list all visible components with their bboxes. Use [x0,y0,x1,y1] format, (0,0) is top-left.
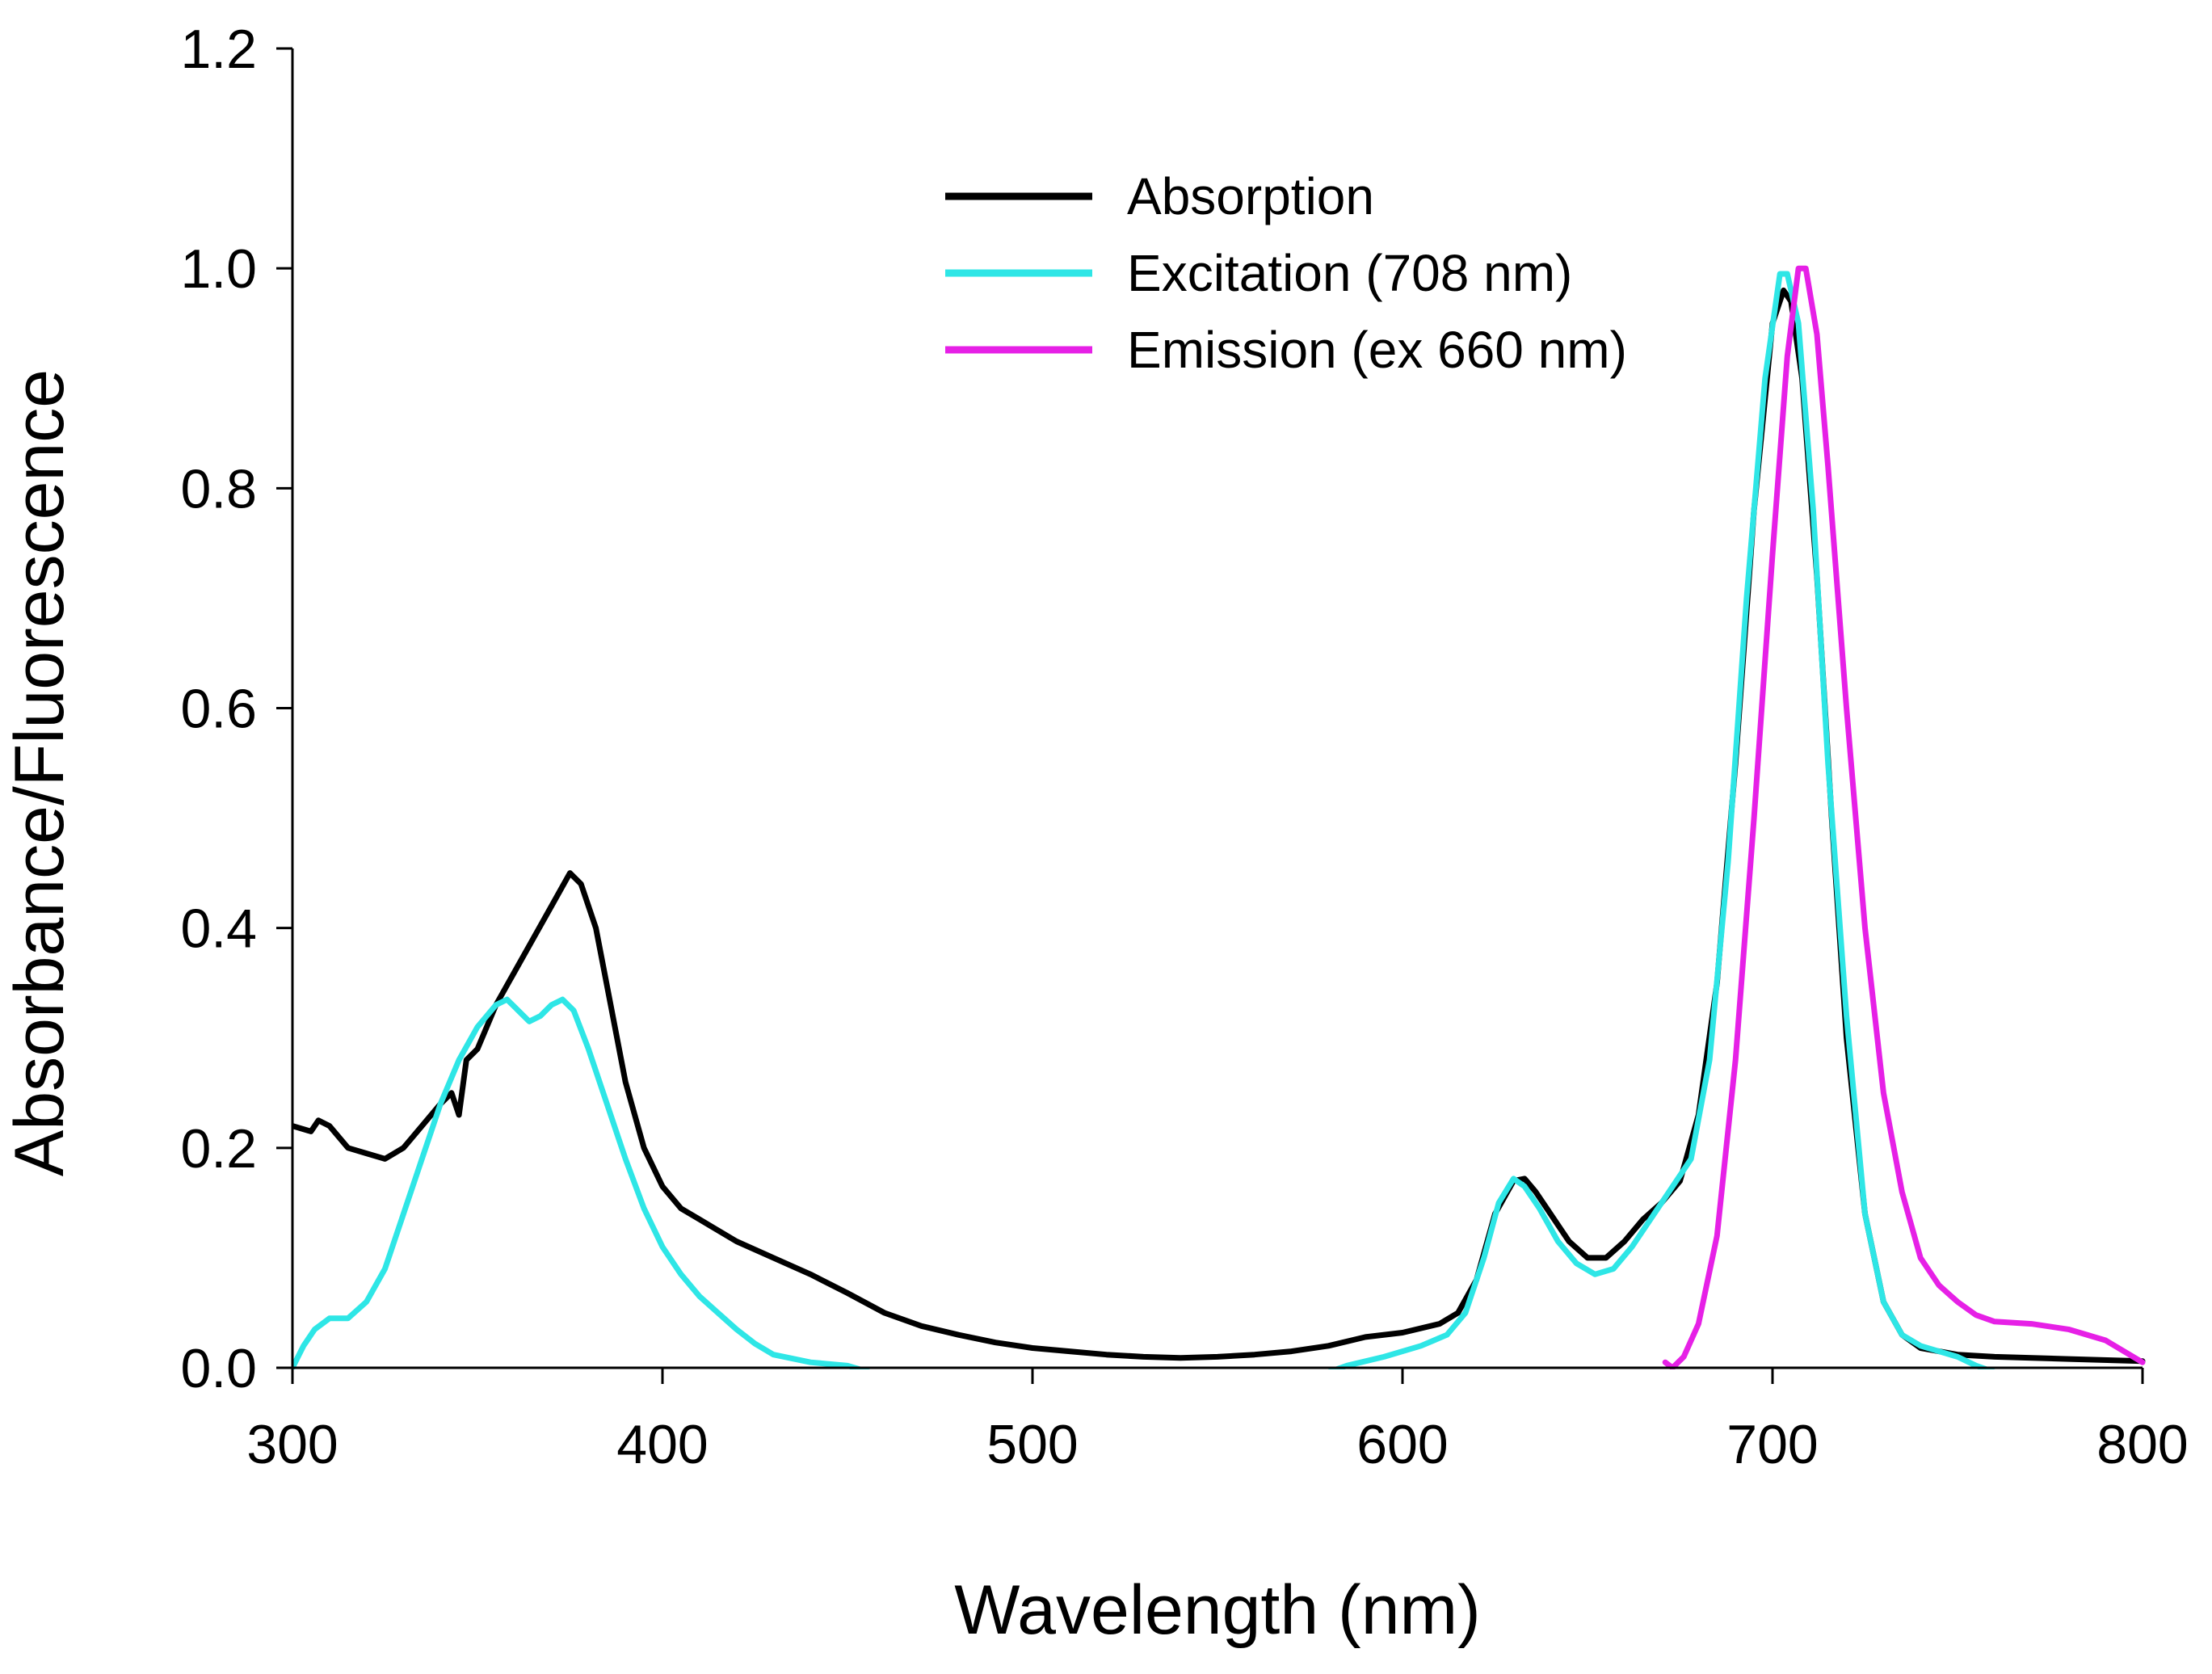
y-tick-label: 1.0 [180,238,257,300]
series-line-absorption [292,287,2146,1365]
legend-label-excitation: Excitation (708 nm) [1127,244,1572,302]
x-tick-label: 400 [616,1414,708,1475]
x-tick-label: 800 [2096,1414,2188,1475]
y-tick-label: 0.6 [180,679,257,740]
x-tick-label: 300 [246,1414,338,1475]
y-tick-label: 1.2 [180,19,257,80]
series-layer [292,265,2146,1369]
x-axis-title: Wavelength (nm) [954,1571,1481,1649]
legend-label-absorption: Absorption [1127,167,1374,225]
y-tick-label: 0.8 [180,458,257,519]
legend: Absorption Excitation (708 nm) Emission … [945,167,1627,379]
x-tick-label: 600 [1356,1414,1448,1475]
y-axis-title: Absorbance/Fluorescence [1,369,78,1176]
series-line-emission-ex-660-nm [1662,265,2146,1369]
ticks-layer: 0.0 0.2 0.4 0.6 0.8 1.0 1.2 300 400 500 600 700 800 [180,19,2188,1475]
x-tick-label: 500 [986,1414,1078,1475]
y-tick-label: 0.2 [180,1118,257,1180]
legend-label-emission: Emission (ex 660 nm) [1127,321,1627,379]
x-tick-label: 700 [1726,1414,1818,1475]
y-tick-label: 0.0 [180,1338,257,1399]
series-line-excitation-708-nm [292,996,871,1369]
y-tick-label: 0.4 [180,898,257,960]
series-line-excitation-708-nm [1327,271,1995,1369]
